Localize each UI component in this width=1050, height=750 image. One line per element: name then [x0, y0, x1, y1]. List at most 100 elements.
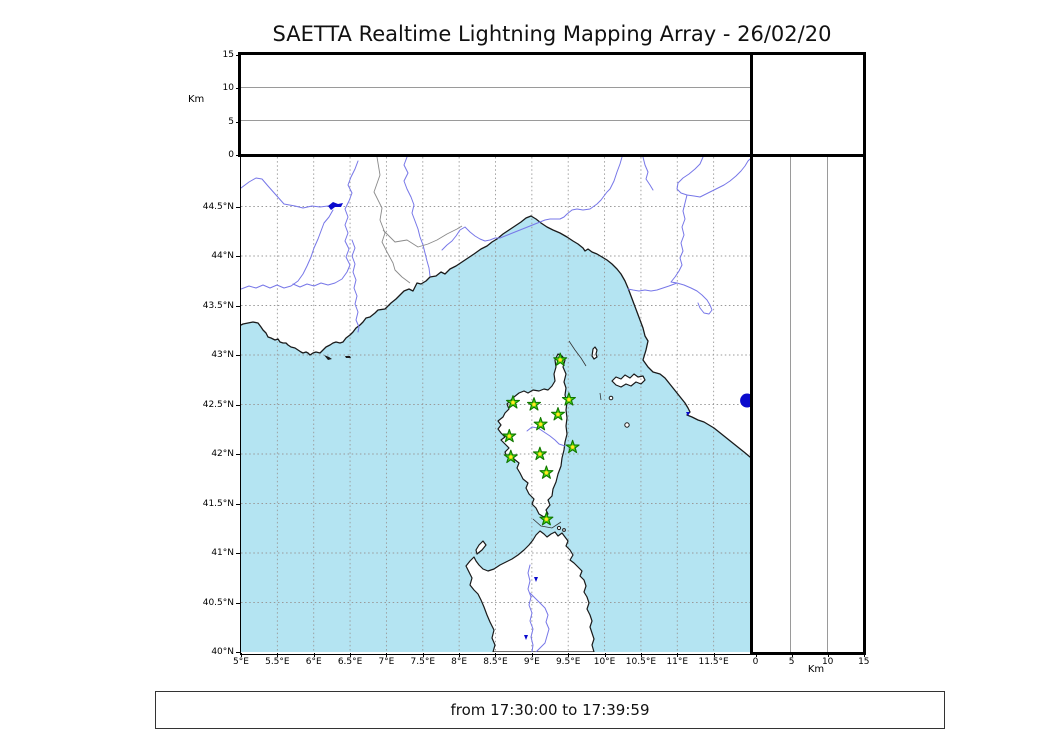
lon-tick-label: 10.5°E: [625, 657, 657, 667]
maritime-boundary-east: [599, 392, 602, 401]
lon-tick-label: 6.5°E: [337, 657, 363, 667]
serre-poncon-lake: [328, 202, 343, 210]
piombino-mark: [686, 412, 690, 416]
altitude-tick-mark: [236, 88, 240, 90]
distance-gridline-5km: [790, 157, 791, 652]
altitude-tick-label: 15: [222, 49, 234, 60]
distance-tick-mark: [827, 653, 829, 657]
altitude-gridline-10km: [241, 87, 750, 88]
lon-tick-label: 5°E: [233, 657, 249, 667]
lon-tick-mark: [531, 653, 533, 657]
river-layer: [241, 157, 750, 652]
montecristo-island: [624, 422, 630, 428]
verdon-river: [292, 160, 359, 288]
blue-edge-marker: [740, 393, 750, 408]
corner-panel: [750, 52, 866, 157]
po-valley-river: [676, 157, 750, 198]
lon-tick-label: 6°E: [305, 657, 322, 667]
lat-tick-mark: [236, 652, 241, 653]
durance-river-lower: [241, 209, 334, 290]
page-title: SAETTA Realtime Lightning Mapping Array …: [272, 22, 832, 46]
lon-tick-label: 7.5°E: [410, 657, 436, 667]
sardinia-lake: [524, 635, 528, 640]
arno-tributary: [670, 194, 688, 284]
lon-tick-mark: [313, 653, 315, 657]
lat-tick-mark: [236, 553, 241, 554]
altitude-latitude-panel: [750, 154, 866, 655]
lon-tick-mark: [495, 653, 497, 657]
inland-region-border: [382, 225, 463, 248]
lat-tick-mark: [236, 256, 241, 257]
geographic-map: [241, 157, 750, 652]
lon-tick-mark: [241, 653, 242, 657]
coghinas-lake: [534, 577, 538, 582]
lat-tick-mark: [236, 503, 241, 505]
altitude-tick-label: 5: [228, 116, 234, 127]
durance-river-upper: [241, 177, 329, 209]
lat-tick-label: 44°N: [211, 251, 234, 261]
altitude-tick-mark: [236, 54, 240, 56]
lon-tick-mark: [568, 653, 570, 657]
altitude-gridline-5km: [241, 120, 750, 121]
lon-tick-label: 11.5°E: [698, 657, 729, 667]
lat-tick-mark: [236, 206, 241, 208]
lat-tick-label: 44.5°N: [202, 201, 234, 212]
altitude-unit-label: Km: [188, 94, 205, 105]
lon-tick-label: 9°E: [523, 657, 540, 667]
distance-tick-label: 15: [858, 657, 870, 667]
golo-river: [526, 426, 566, 447]
small-river-north: [642, 157, 654, 191]
lon-tick-label: 7°E: [378, 657, 395, 667]
lon-tick-mark: [713, 653, 715, 657]
lon-tick-mark: [350, 653, 352, 657]
lat-tick-label: 43°N: [211, 350, 234, 360]
lon-tick-mark: [677, 653, 679, 657]
lat-tick-label: 42°N: [211, 449, 234, 459]
distance-tick-mark: [755, 653, 757, 657]
lat-tick-label: 40°N: [211, 647, 234, 657]
distance-tick-mark: [791, 653, 793, 657]
altitude-tick-label: 0: [228, 150, 234, 160]
marker-layer: [740, 393, 750, 408]
lat-tick-label: 41°N: [211, 548, 234, 558]
mainland-coastline: [241, 215, 750, 458]
lon-tick-mark: [277, 653, 279, 657]
lat-tick-label: 40.5°N: [202, 597, 234, 608]
hyeres-islands: [324, 355, 351, 360]
distance-unit-label: Km: [807, 664, 825, 675]
lat-tick-mark: [236, 454, 241, 455]
lon-tick-mark: [386, 653, 388, 657]
altitude-tick-label: 10: [222, 83, 234, 94]
lon-tick-label: 9.5°E: [555, 657, 581, 667]
sardinia-river-2: [529, 592, 550, 652]
lat-tick-mark: [236, 602, 241, 604]
lon-tick-label: 8.5°E: [483, 657, 508, 667]
sardinia-river-1: [527, 564, 534, 652]
sea-area: [241, 216, 750, 652]
lon-tick-mark: [459, 653, 461, 657]
arno-river: [627, 282, 713, 315]
lon-tick-label: 8°E: [451, 657, 468, 667]
distance-tick-mark: [863, 653, 865, 657]
var-river: [403, 157, 431, 277]
tanaro-river: [441, 157, 623, 251]
distance-gridline-10km: [827, 157, 828, 652]
maddalena-island: [556, 525, 562, 531]
lon-tick-label: 5.5°E: [265, 657, 290, 667]
lon-tick-mark: [640, 653, 642, 657]
time-range-text: from 17:30:00 to 17:39:59: [450, 701, 650, 719]
lat-tick-label: 41.5°N: [202, 498, 234, 509]
distance-tick-label: 5: [788, 657, 795, 667]
distance-tick-label: 0: [752, 657, 759, 667]
france-italy-border: [373, 157, 411, 284]
lon-tick-label: 10°E: [593, 657, 616, 667]
altitude-tick-mark: [236, 155, 240, 156]
pianosa-island: [608, 395, 614, 401]
lat-tick-mark: [236, 404, 241, 406]
argens-river: [351, 239, 360, 333]
border-layer: [373, 157, 463, 284]
altitude-longitude-panel: [238, 52, 753, 157]
lon-tick-mark: [604, 653, 606, 657]
maritime-boundary-capcorse: [568, 340, 587, 367]
lat-tick-label: 43.5°N: [202, 300, 234, 311]
